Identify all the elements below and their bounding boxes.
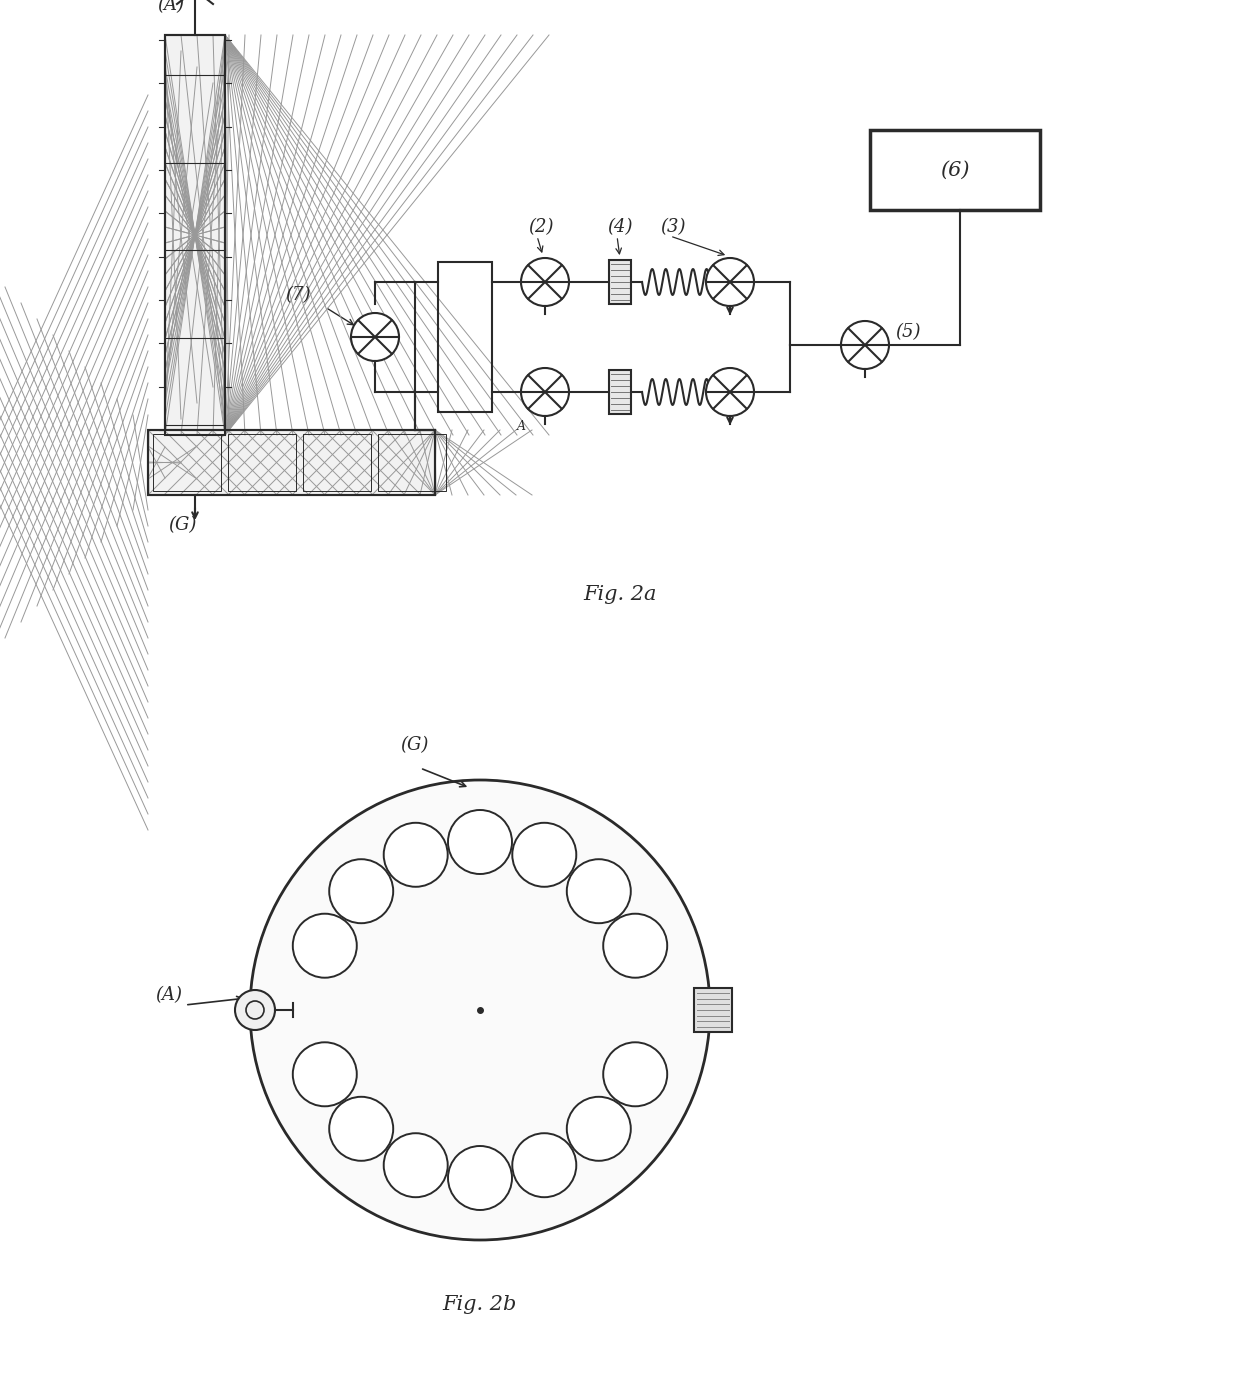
Text: (5): (5) bbox=[895, 323, 920, 341]
Circle shape bbox=[448, 810, 512, 874]
Bar bbox=[378, 434, 446, 491]
Text: (A): (A) bbox=[155, 986, 182, 1004]
Circle shape bbox=[512, 822, 577, 886]
Circle shape bbox=[603, 1042, 667, 1107]
Bar bbox=[148, 430, 435, 495]
Circle shape bbox=[521, 368, 569, 416]
Text: Fig. 2a: Fig. 2a bbox=[583, 585, 657, 603]
Circle shape bbox=[448, 1146, 512, 1209]
Circle shape bbox=[706, 368, 754, 416]
Text: (7): (7) bbox=[285, 286, 310, 304]
Text: (4): (4) bbox=[608, 218, 632, 236]
Text: (6): (6) bbox=[940, 161, 970, 179]
Circle shape bbox=[841, 320, 889, 369]
Circle shape bbox=[293, 1042, 357, 1107]
Circle shape bbox=[706, 258, 754, 307]
Circle shape bbox=[236, 990, 275, 1031]
Bar bbox=[609, 259, 631, 304]
Circle shape bbox=[383, 1133, 448, 1197]
Text: (G): (G) bbox=[167, 516, 196, 534]
Circle shape bbox=[329, 1097, 393, 1161]
Text: Fig. 2b: Fig. 2b bbox=[443, 1295, 517, 1313]
Circle shape bbox=[521, 258, 569, 307]
Bar bbox=[609, 370, 631, 413]
Circle shape bbox=[512, 1133, 577, 1197]
Circle shape bbox=[293, 914, 357, 978]
Bar bbox=[165, 35, 224, 436]
Bar bbox=[165, 35, 224, 436]
Text: (3): (3) bbox=[660, 218, 686, 236]
Circle shape bbox=[250, 779, 711, 1240]
Bar bbox=[694, 988, 732, 1032]
Bar bbox=[153, 434, 221, 491]
Bar bbox=[228, 434, 296, 491]
Bar bbox=[148, 430, 435, 495]
Bar bbox=[870, 130, 1040, 209]
Circle shape bbox=[351, 313, 399, 361]
Circle shape bbox=[329, 859, 393, 924]
Circle shape bbox=[567, 1097, 631, 1161]
Bar bbox=[303, 434, 371, 491]
Circle shape bbox=[567, 859, 631, 924]
Text: (2): (2) bbox=[528, 218, 553, 236]
Circle shape bbox=[603, 914, 667, 978]
Circle shape bbox=[383, 822, 448, 886]
Text: A: A bbox=[517, 420, 526, 433]
Bar bbox=[438, 262, 492, 412]
Text: (G): (G) bbox=[401, 736, 428, 755]
Text: (A): (A) bbox=[157, 0, 184, 14]
Bar bbox=[165, 35, 224, 436]
